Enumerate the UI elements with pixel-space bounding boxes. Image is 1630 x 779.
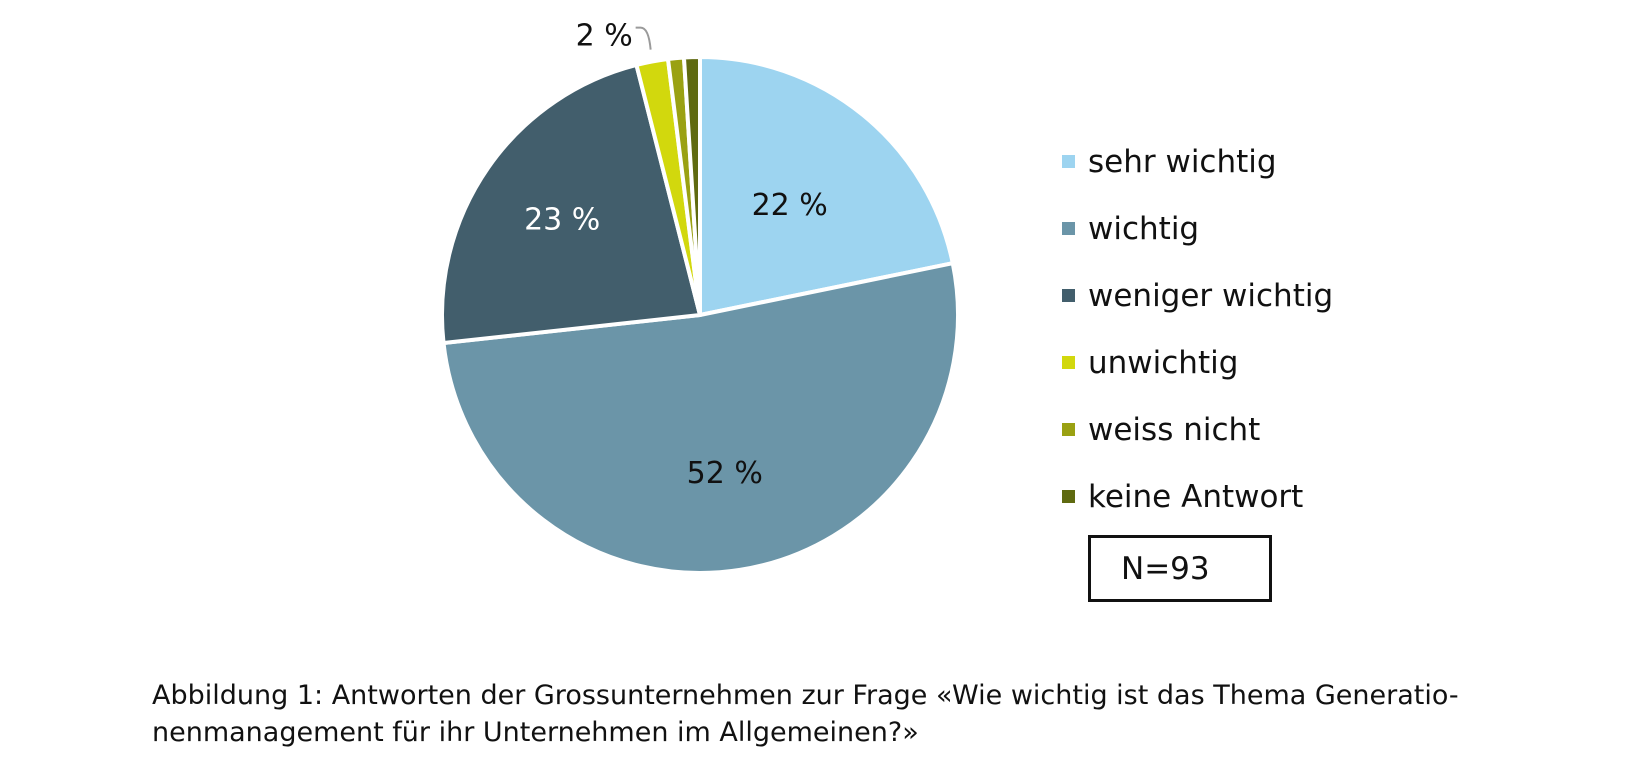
legend-swatch [1062,490,1075,503]
legend-label: weiss nicht [1088,412,1261,448]
pie-slice-wichtig [441,261,960,575]
legend-swatch [1062,155,1075,168]
legend-label: unwichtig [1088,345,1239,381]
legend-swatch [1062,289,1075,302]
pie-slice-weniger-wichtig [440,62,702,346]
legend-swatch [1062,356,1075,369]
legend-label: wichtig [1088,211,1200,247]
legend-swatch [1062,222,1075,235]
leader-line [635,26,652,50]
caption-line-2: nenmanagement für ihr Unternehmen im All… [152,717,919,748]
data-label: 2 % [576,19,633,54]
legend-label: weniger wichtig [1088,278,1334,314]
data-label: 22 % [752,188,828,223]
legend-swatch [1062,423,1075,436]
sample-size-box: N=93 [1088,535,1272,602]
pie-slice-keine-antwort [681,55,702,317]
sample-size-label: N=93 [1121,551,1210,587]
pie-slice-sehr-wichtig [698,55,955,317]
caption-line-1: Abbildung 1: Antworten der Grossunterneh… [152,680,1459,711]
legend-label: keine Antwort [1088,479,1304,515]
data-label: 52 % [687,456,763,491]
data-label: 23 % [524,202,600,237]
figure-caption: Abbildung 1: Antworten der Grossunterneh… [152,677,1552,751]
legend-label: sehr wichtig [1088,144,1277,180]
